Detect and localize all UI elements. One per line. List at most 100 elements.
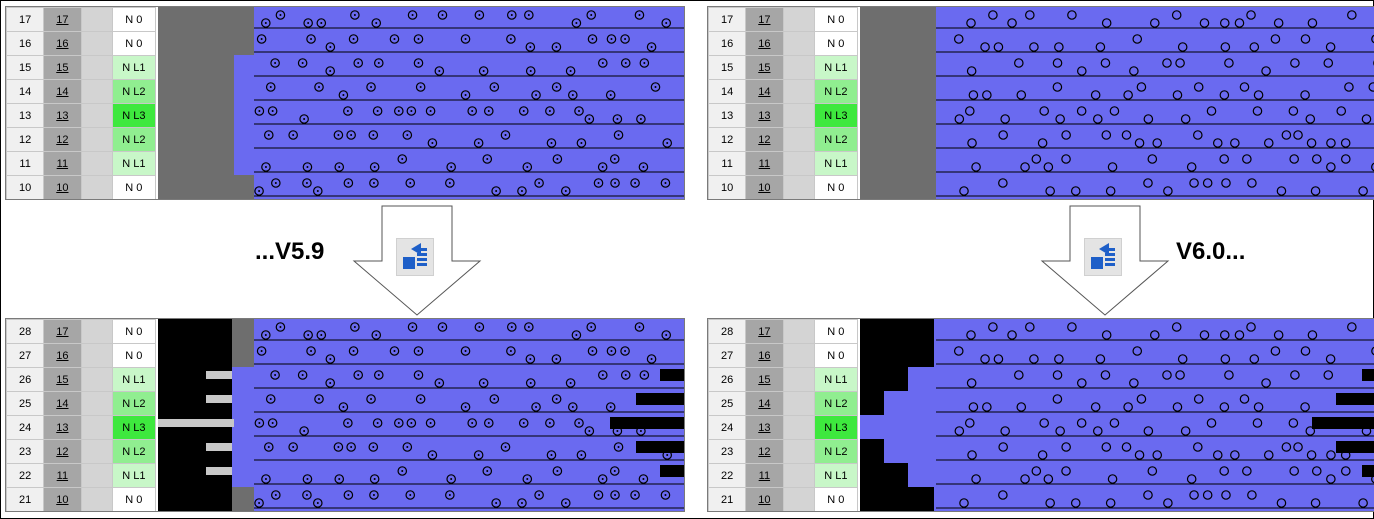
ring-dot [616,430,619,432]
line-number-link[interactable]: 16 [745,343,784,368]
line-number-link[interactable]: 16 [745,31,784,56]
blank-cell [782,175,815,199]
row-index-cell: 11 [6,151,45,176]
line-number-link[interactable]: 11 [43,463,82,488]
update-button-right[interactable] [1084,238,1122,276]
row-index-cell: 16 [6,31,45,56]
ring-marker [1242,154,1252,164]
ring-marker [275,322,286,332]
ring-marker [288,442,298,452]
ring-dot [493,398,496,400]
line-number-link[interactable]: 15 [745,55,784,80]
ring-marker [606,346,617,356]
line-number-link[interactable]: 10 [745,175,784,199]
line-number-link[interactable]: 14 [745,79,784,104]
ring-marker [1325,354,1336,364]
ring-marker [574,418,584,428]
line-number-link[interactable]: 10 [43,175,82,199]
ring-marker [1212,450,1223,460]
ring-marker [1095,354,1106,364]
line-number-link[interactable]: 14 [43,79,82,104]
ring-dot [664,494,667,496]
line-number-link[interactable]: 13 [43,415,82,440]
ring-dot [269,398,272,400]
ring-marker [1095,42,1106,52]
ring-marker [297,370,308,380]
ring-marker [1000,114,1010,124]
ring-dot [448,182,451,184]
ring-dot [569,70,572,72]
ring-marker [630,490,640,500]
line-number-link[interactable]: 12 [43,127,82,152]
line-number-link[interactable]: 15 [43,367,82,392]
line-number-link[interactable]: 16 [43,343,82,368]
ring-marker [1239,82,1250,92]
ring-marker [646,42,657,52]
ring-marker [1163,498,1173,508]
ring-marker [316,18,327,28]
ring-dot [372,446,375,448]
row-index-cell: 24 [708,415,747,440]
line-number-link[interactable]: 11 [745,151,784,176]
line-number-link[interactable]: 12 [745,127,784,152]
line-number-link[interactable]: 11 [745,463,784,488]
step-bar [206,467,232,475]
ring-marker [964,106,975,116]
ring-marker [1273,18,1284,28]
line-number-link[interactable]: 10 [745,487,784,511]
row-index-cell: 17 [708,7,747,32]
update-button-left[interactable] [396,238,434,276]
line-number-link[interactable]: 11 [43,151,82,176]
ring-marker [254,498,264,508]
line-number-link[interactable]: 17 [43,319,82,344]
ring-dot [580,142,583,144]
ring-dot [450,166,453,168]
line-number-link[interactable]: 15 [745,367,784,392]
ring-marker [1025,322,1035,332]
line-number-link[interactable]: 13 [43,103,82,128]
ring-marker [980,42,990,52]
ring-marker [1242,466,1252,476]
ring-dot [638,14,641,16]
line-number-link[interactable]: 12 [745,439,784,464]
ring-marker [1230,138,1240,148]
line-number-link[interactable]: 17 [745,319,784,344]
ring-dot [639,430,642,432]
table-row: 26 15 N L1 [6,367,157,392]
line-number-link[interactable]: 14 [43,391,82,416]
line-number-link[interactable]: 17 [43,7,82,32]
ring-marker [576,450,587,460]
ring-marker [413,58,424,68]
black-step [636,441,684,453]
lane-fill [934,487,1374,511]
ring-marker [1361,426,1372,436]
ring-marker [1177,42,1188,52]
ring-dot [601,166,604,168]
line-number-link[interactable]: 13 [745,103,784,128]
line-number-link[interactable]: 15 [43,55,82,80]
blank-cell [782,487,815,511]
ring-marker [517,498,527,508]
ring-dot [650,358,653,360]
line-number-link[interactable]: 14 [745,391,784,416]
ring-marker [402,442,413,452]
ring-marker [1101,330,1112,340]
line-number-link[interactable]: 17 [745,7,784,32]
row-index-cell: 12 [6,127,45,152]
ring-marker [1305,114,1316,124]
blank-cell [782,31,815,56]
line-number-link[interactable]: 12 [43,439,82,464]
ring-marker [612,114,623,124]
ring-dot [550,142,553,144]
ring-dot [601,374,604,376]
ring-marker [366,394,376,404]
ring-marker [1037,138,1048,148]
level-cell: N L1 [111,463,157,488]
ring-dot [410,422,413,424]
line-number-link[interactable]: 16 [43,31,82,56]
blank-cell [80,367,113,392]
line-number-link[interactable]: 13 [745,415,784,440]
line-number-link[interactable]: 10 [43,487,82,511]
level-cell: N L2 [813,391,859,416]
ring-marker [571,330,582,340]
